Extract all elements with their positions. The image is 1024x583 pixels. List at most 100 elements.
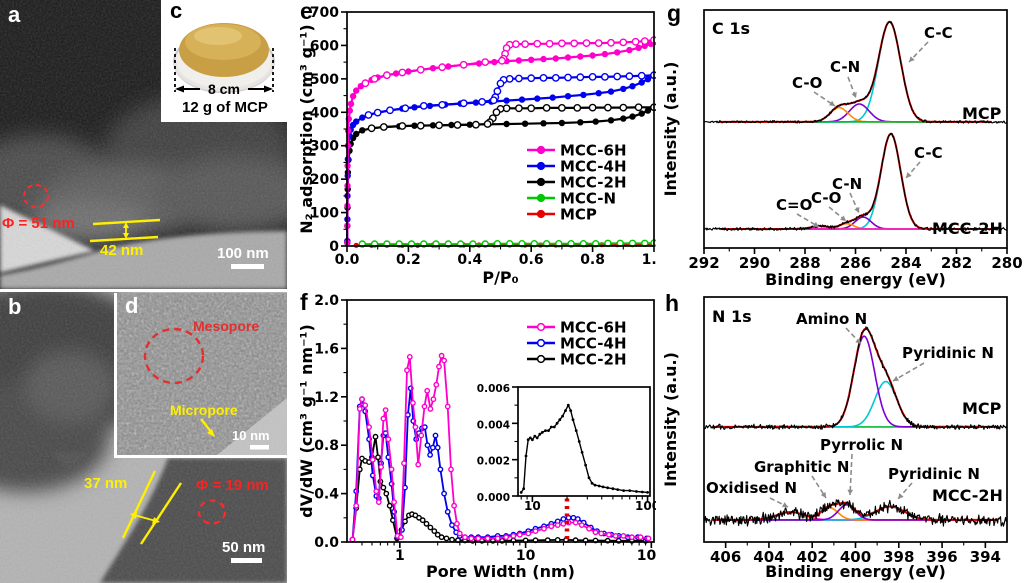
axis-frame [346, 11, 655, 247]
marker-MCC-2H-mesopore [587, 476, 591, 480]
annotation-arrow [849, 453, 853, 496]
marker-MCC-2H-adsorption [629, 113, 636, 120]
x-tick-label: 288 [789, 254, 820, 272]
marker-MCC-2H [449, 536, 455, 543]
arrowhead-right-b [152, 517, 160, 524]
panel-b-label: b [8, 294, 22, 319]
y-tick-label: 0.8 [314, 438, 339, 454]
powder-mass-label: 12 g of MCP [182, 99, 268, 116]
x-axis-label: Binding energy (eV) [765, 270, 946, 289]
legend-marker-MCC-4H [536, 161, 546, 171]
marker-MCC-6H [592, 529, 599, 536]
marker-MCC-6H-desorption [640, 37, 649, 45]
scalebar-label-d: 10 nm [232, 428, 270, 443]
marker-MCC-6H [412, 424, 419, 431]
marker-MCC-6H-adsorption [577, 53, 584, 60]
marker-MCC-2H-desorption [367, 124, 376, 133]
annotation-C-C: C-C [914, 144, 943, 162]
marker-MCC-4H-desorption [551, 74, 560, 82]
annotation-arrow [796, 213, 820, 228]
raw-spectrum-MCP [703, 326, 1008, 430]
marker-MCC-4H-adsorption [595, 90, 602, 97]
marker-MCC-2H-desorption [435, 121, 444, 130]
marker-MCC-4H-desorption [613, 72, 622, 81]
diameter-annotation-a: Φ = 51 nm [2, 215, 75, 232]
marker-MCC-2H [434, 531, 441, 538]
chart-e-n2-adsorption-isotherms: 0.0 0.2 0.4 0.6 0.8 1.0 0 100 200 300 400 500 600 700… [298, 5, 656, 287]
marker-MCC-2H-mesopore [552, 425, 556, 429]
axis-frame [703, 9, 1008, 249]
y-tick-label: 400 [310, 105, 339, 121]
marker-MCC-2H-desorption [416, 121, 425, 130]
marker-MCC-4H-desorption [539, 74, 548, 82]
legend-marker-MCC-2H [536, 177, 546, 187]
marker-MCC-6H-adsorption [349, 93, 357, 100]
marker-MCC-6H [586, 525, 592, 532]
thickness-annotation-b: 37 nm [84, 475, 128, 492]
marker-MCC-4H-adsorption [564, 93, 572, 100]
marker-MCC-4H [424, 442, 431, 449]
marker-MCC-6H [628, 534, 635, 541]
panel-e-label: e [300, 0, 313, 24]
marker-MCC-2H-mesopore [580, 451, 584, 454]
marker-MCC-4H-adsorption [580, 91, 587, 99]
marker-MCC-6H [430, 396, 437, 403]
marker-MCC-6H [456, 530, 463, 537]
marker-MCC-6H-adsorption [515, 57, 523, 64]
y-tick-label: 700 [310, 5, 339, 21]
marker-MCC-6H [620, 532, 627, 539]
marker-MCC-6H [415, 461, 422, 468]
arrowhead [829, 100, 835, 106]
marker-MCC-4H-desorption [364, 111, 373, 119]
marker-MCC-4H-adsorption [549, 94, 556, 101]
panel-g-label: g [667, 0, 682, 26]
marker-MCC-6H [433, 381, 440, 388]
marker-MCC-6H-desorption [631, 37, 640, 46]
marker-MCC-4H-desorption [496, 79, 505, 88]
arrowhead [893, 375, 899, 381]
legend-label-MCC-N: MCC-N [560, 190, 616, 208]
marker-MCC-4H [560, 516, 567, 522]
marker-MCC-2H-mesopore [611, 487, 615, 491]
mesopore-label: Mesopore [193, 318, 260, 334]
y-tick-label: 2.0 [314, 293, 339, 309]
arrowhead-up-a [123, 222, 129, 228]
annotation-arrow [813, 91, 836, 107]
mesopore-circle [143, 327, 205, 385]
marker-MCC-2H-desorption [492, 108, 501, 117]
panel-h-label: h [665, 290, 680, 316]
marker-MCC-2H-adsorption [577, 119, 584, 126]
inset-background [518, 387, 650, 496]
arrowhead [782, 502, 788, 508]
legend-marker-MCC-N [536, 193, 546, 203]
marker-MCC-4H [437, 466, 444, 473]
marker-MCC-6H [398, 534, 404, 541]
arrowhead [840, 215, 846, 221]
marker-MCC-2H-mesopore [564, 409, 567, 412]
arrowhead [898, 493, 904, 499]
scalebar-b [231, 558, 262, 563]
marker-MCC-6H-desorption [361, 79, 370, 88]
annotation-C-N: C-N [832, 175, 862, 193]
marker-MCC-4H-adsorption [607, 88, 615, 95]
marker-MCC-2H-adsorption [521, 120, 529, 127]
marker-MCC-6H-adsorption [564, 54, 572, 61]
marker-MCC-6H-desorption [557, 39, 566, 48]
marker-MCC-2H-desorption [471, 120, 480, 129]
marker-MCC-6H-adsorption [353, 87, 360, 94]
marker-MCC-2H-mesopore [628, 489, 632, 492]
marker-MCC-6H [375, 499, 382, 506]
marker-MCC-4H-desorption [419, 102, 428, 110]
chart-f-pore-size-distribution: 1 10 100 0.0 0.4 0.8 1.2 1.6 2.0 Pore Width (nm) d… [298, 293, 656, 581]
marker-MCC-2H-mesopore [616, 488, 620, 491]
thickness-annotation-a: 42 nm [100, 242, 144, 259]
marker-MCC-2H [423, 520, 430, 527]
marker-MCC-4H-desorption [600, 73, 609, 81]
x-tick-label: 100 [635, 499, 656, 513]
marker-MCC-4H-adsorption [534, 95, 541, 102]
marker-MCC-6H-adsorption [589, 52, 596, 59]
marker-MCC-6H [359, 396, 365, 403]
measure-line-lower-a [89, 235, 159, 243]
scalebar-label-a: 100 nm [217, 245, 269, 262]
y-tick-label: 300 [310, 139, 339, 155]
